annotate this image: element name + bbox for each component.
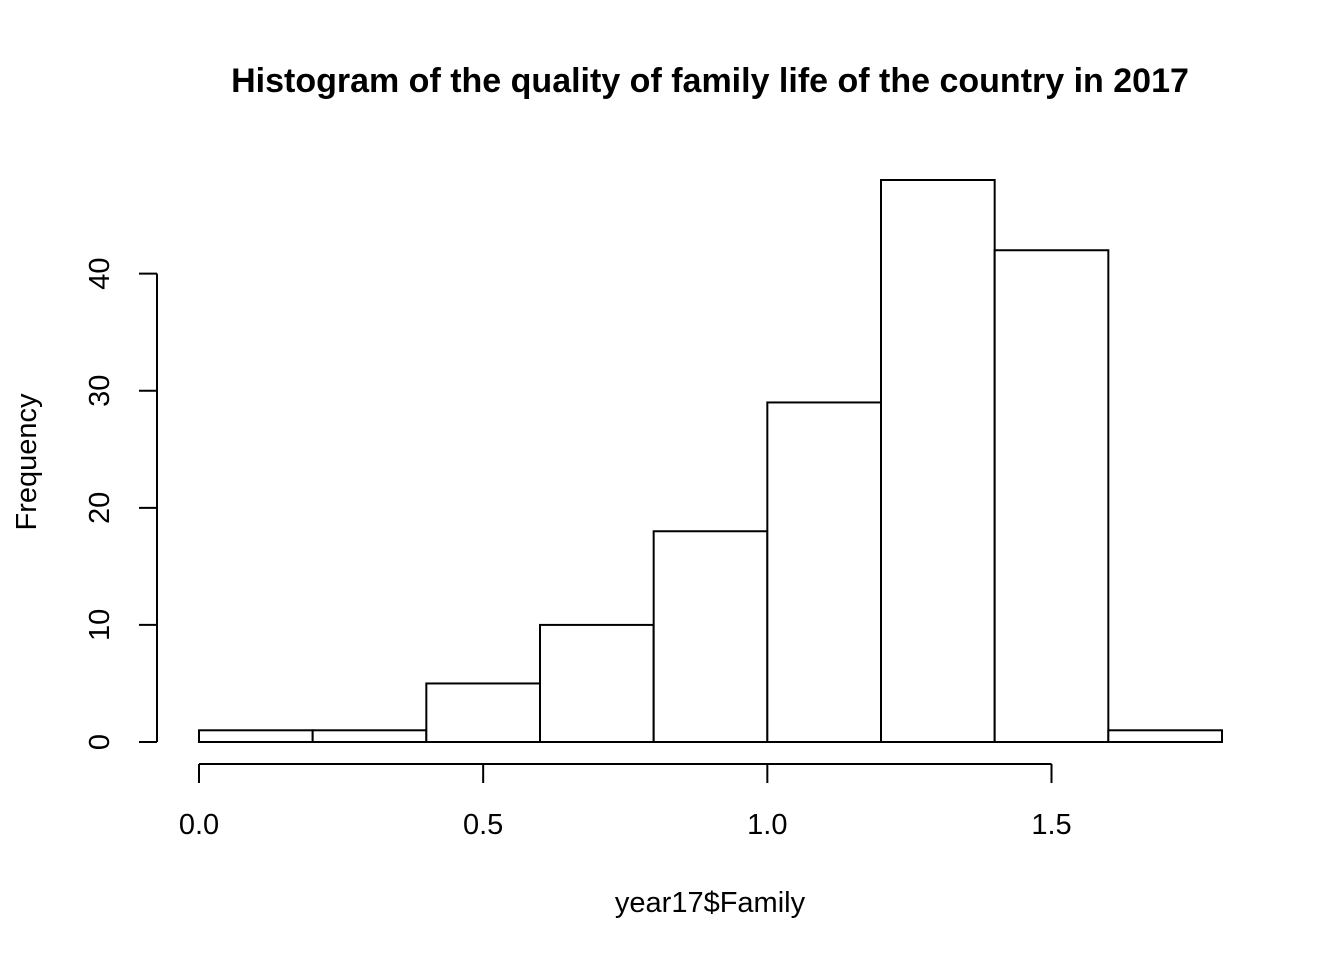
- y-axis: 0 10 20 30 40: [84, 258, 158, 750]
- x-tick-label-3: 1.5: [1031, 809, 1071, 841]
- x-axis-label: year17$Family: [615, 887, 806, 919]
- histogram-bar-0: [198, 729, 314, 744]
- histogram-bar-5: [766, 401, 882, 743]
- x-tick-label-1: 0.5: [463, 809, 503, 841]
- y-tick-label-1: 10: [84, 609, 116, 641]
- x-tick-label-2: 1.0: [747, 809, 787, 841]
- histogram-bar-8: [1107, 729, 1224, 744]
- histogram-bar-1: [311, 729, 428, 744]
- histogram-bar-3: [539, 623, 655, 744]
- histogram-bars: [198, 179, 1224, 744]
- histogram-bar-4: [652, 530, 769, 743]
- y-tick-label-4: 40: [84, 258, 116, 290]
- histogram-bar-2: [425, 682, 542, 743]
- y-axis-label: Frequency: [11, 393, 43, 531]
- chart-title: Histogram of the quality of family life …: [231, 62, 1189, 100]
- y-tick-label-3: 30: [84, 375, 116, 407]
- x-axis: 0.0 0.5 1.0 1.5: [179, 763, 1072, 841]
- x-tick-label-0: 0.0: [179, 809, 219, 841]
- y-tick-label-0: 0: [84, 734, 116, 750]
- histogram-bar-7: [993, 249, 1110, 743]
- y-tick-label-2: 20: [84, 492, 116, 524]
- histogram-bar-6: [880, 179, 996, 743]
